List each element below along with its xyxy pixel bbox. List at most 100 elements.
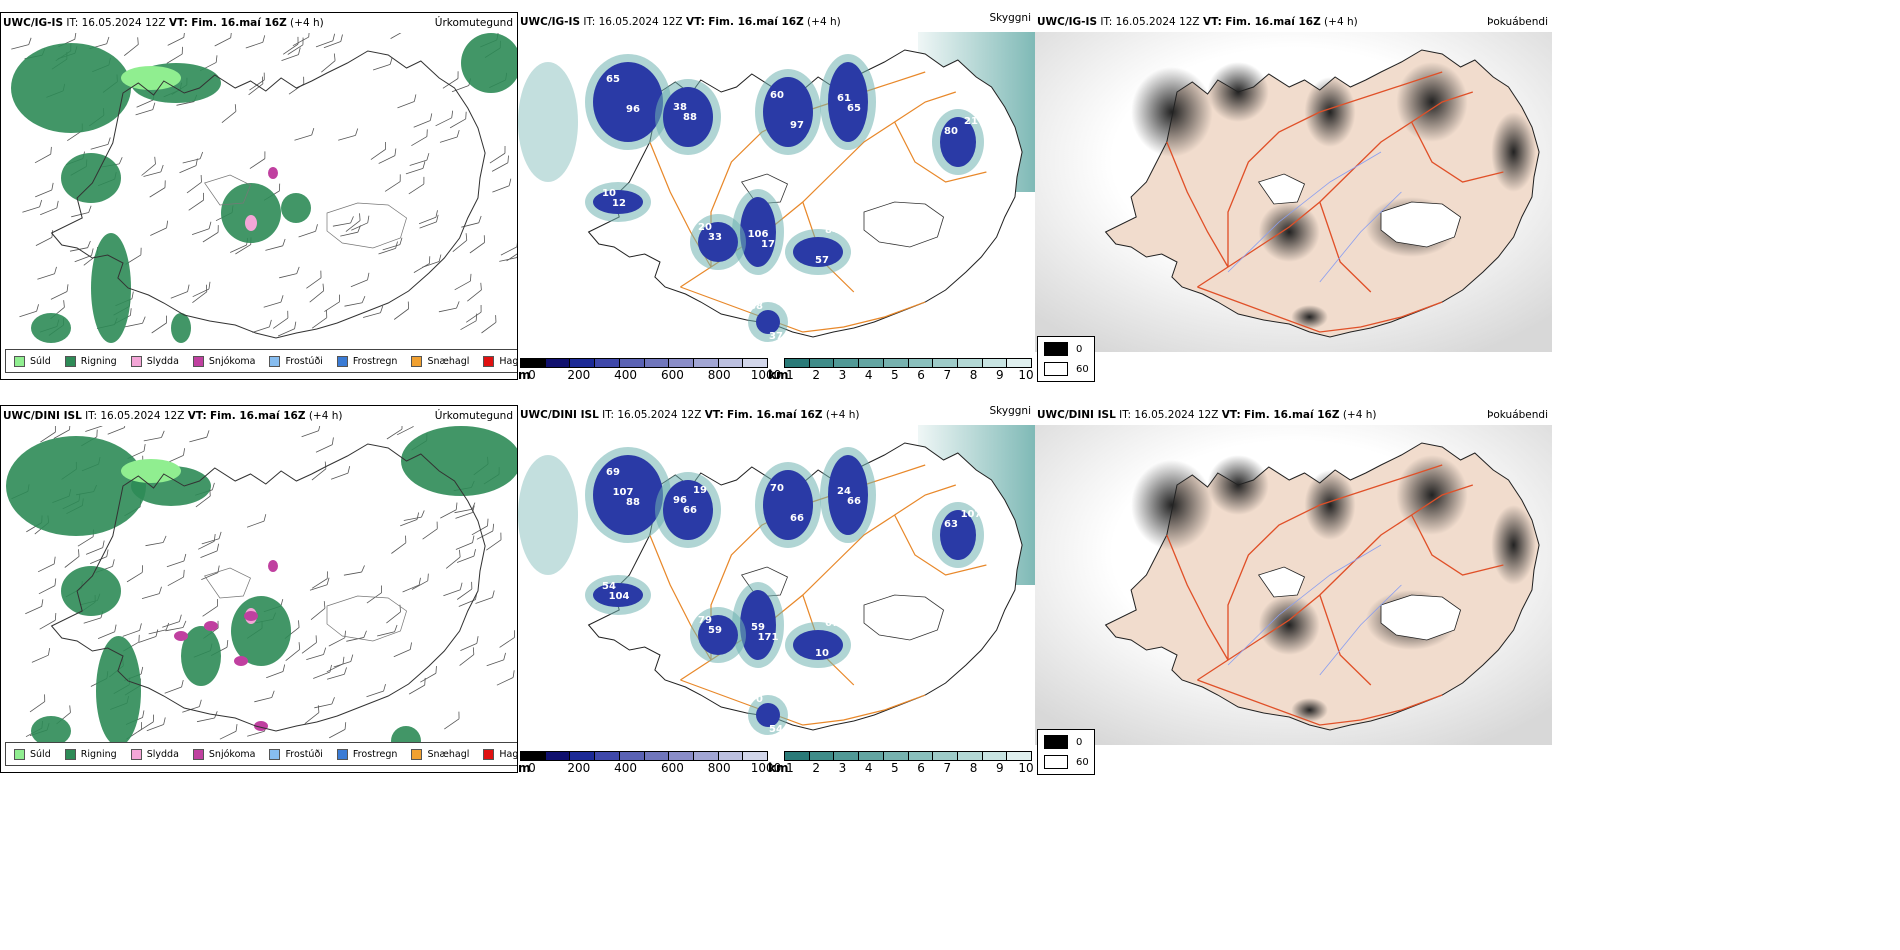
wind-barb (343, 565, 365, 576)
fog-dark-area (1258, 202, 1320, 262)
cloud-base-label: 97 (790, 120, 804, 131)
wind-barb (306, 270, 322, 289)
cloud-base-label: 10 (815, 648, 829, 659)
legend-swatch (336, 355, 348, 367)
panel-header: UWC/IG-IS IT: 16.05.2024 12Z VT: Fim. 16… (1037, 16, 1358, 28)
colorbar-cell (859, 752, 884, 760)
colorbar-cell (785, 359, 810, 367)
colorbar-cell (644, 359, 670, 367)
wind-barb (214, 33, 232, 47)
wind-barb (489, 146, 506, 164)
wind-barb (265, 238, 286, 251)
vt-label: VT: (168, 17, 188, 29)
wind-barb (143, 430, 165, 442)
wind-barb (402, 577, 421, 593)
wind-barb (150, 220, 169, 236)
colorbar-cell (809, 752, 835, 760)
rain-area (221, 183, 281, 243)
wind-barb (313, 664, 332, 679)
legend-label: Frostúði (285, 355, 323, 367)
legend-label: Frostregn (352, 355, 398, 367)
legend-label: Snjókoma (208, 355, 256, 367)
legend-label: Haglél (499, 355, 518, 367)
cloud-base-label: 107 (961, 509, 982, 520)
wind-barb (248, 76, 264, 96)
colorbar-tick: 0 (528, 761, 536, 775)
rain-area (91, 233, 131, 343)
wind-barb (311, 461, 327, 481)
wind-barb (294, 127, 315, 141)
wind-barb (333, 654, 354, 668)
vt-value: Fim. 16.maí 16Z (191, 17, 287, 29)
wind-barb (315, 437, 334, 453)
wind-barb (85, 426, 103, 432)
cloudbase-visibility-panel: UWC/IG-IS IT: 16.05.2024 12Z VT: Fim. 16… (518, 12, 1035, 387)
low-cloud-area (698, 222, 738, 262)
cloud-base-label: 106 (748, 229, 769, 240)
legend-label: Snæhagl (427, 748, 470, 760)
wind-barb (37, 266, 57, 280)
wind-barb (198, 534, 216, 550)
precip-type-panel: UWC/IG-IS IT: 16.05.2024 12Z VT: Fim. 16… (0, 12, 518, 380)
legend-item: Rigning (64, 355, 117, 367)
precip-map (6, 426, 517, 746)
wind-barb (277, 321, 297, 337)
colorbar-cell (908, 752, 934, 760)
colorbar-tick: 600 (660, 368, 684, 382)
colorbar-tick: 600 (660, 761, 684, 775)
rain-area (31, 716, 71, 746)
fog-legend-item: 60 (1044, 755, 1089, 769)
colorbar-cell (908, 359, 934, 367)
cloudbase-colorbar: 0 200 400 600 800 1000 m (518, 751, 781, 775)
wind-barb (449, 111, 467, 129)
fog-dark-area (1207, 455, 1269, 515)
fog-indicator-panel: UWC/DINI ISL IT: 16.05.2024 12Z VT: Fim.… (1035, 405, 1900, 780)
wind-barb (338, 128, 359, 141)
precip-legend: Súld Rigning Slydda Snjókoma Frostúði Frostre… (5, 349, 518, 373)
wind-barb (393, 642, 412, 658)
wind-barb (329, 722, 347, 739)
vt-value: Fim. 16.maí 16Z (1225, 16, 1321, 28)
colorbar-cell (982, 752, 1008, 760)
visibility-color-scale (784, 751, 1032, 761)
colorbar-cell (834, 752, 860, 760)
low-cloud-area (793, 630, 843, 660)
wind-barb (162, 614, 182, 628)
cloud-base-label: 67 (825, 618, 839, 629)
wind-barb (345, 213, 361, 232)
wind-barb (186, 174, 202, 194)
rain-area (31, 313, 71, 343)
fog-dark-area (1304, 77, 1356, 147)
legend-swatch (269, 355, 281, 367)
wind-barb (491, 155, 509, 172)
wind-barb (461, 215, 482, 228)
wind-barb (350, 272, 370, 288)
wind-barb (413, 113, 433, 128)
fog-dark-area (1291, 698, 1328, 722)
cloud-base-label: 65 (606, 74, 620, 85)
wind-barb (141, 156, 156, 176)
model-name: UWC/IG-IS (1037, 16, 1098, 28)
vt-label: VT: (1202, 16, 1222, 28)
legend-item: Frostregn (336, 748, 397, 760)
colorbar-tick: 800 (707, 368, 731, 382)
legend-item: Slydda (130, 748, 179, 760)
legend-item: Súld (14, 748, 51, 760)
river (1227, 544, 1402, 676)
wind-barb (166, 448, 186, 464)
it-label: IT: (1119, 409, 1132, 421)
low-cloud-area (663, 87, 713, 147)
fog-dark-area (1304, 470, 1356, 540)
colorbar-cell (1007, 752, 1032, 760)
legend-item: Frostregn (336, 355, 398, 367)
cloud-base-label: 24 (837, 486, 851, 497)
wind-barb (506, 250, 517, 262)
wind-barb (408, 677, 426, 695)
wind-barb (378, 148, 397, 164)
colorbar-tick: 1000 (750, 368, 782, 382)
wind-barb (386, 426, 403, 440)
legend-swatch (130, 355, 142, 367)
colorbar-tick-labels: 0 200 400 600 800 1000 (520, 368, 781, 382)
legend-label: Rigning (80, 355, 117, 367)
colorbar-cell (619, 752, 645, 760)
